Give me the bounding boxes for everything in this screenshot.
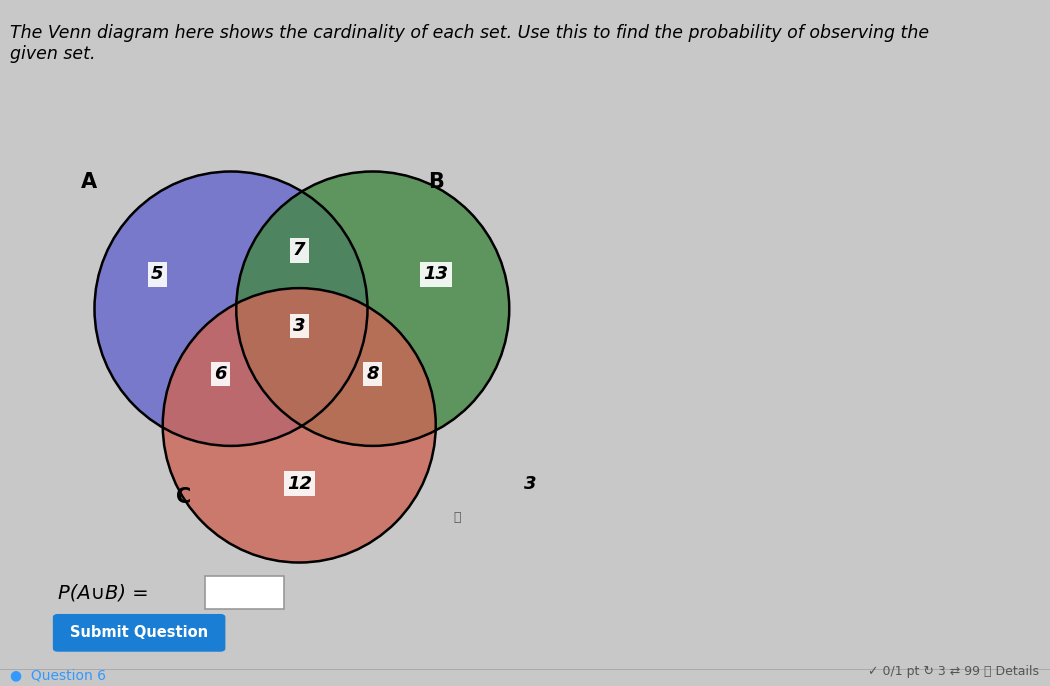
Text: given set.: given set.: [10, 45, 96, 62]
Text: 7: 7: [293, 241, 306, 259]
Ellipse shape: [163, 288, 436, 563]
Text: Submit Question: Submit Question: [70, 626, 208, 640]
Text: 6: 6: [214, 365, 227, 383]
Text: C: C: [176, 487, 191, 508]
Text: 3: 3: [293, 317, 306, 335]
Text: A: A: [81, 172, 98, 192]
Text: 🔍: 🔍: [453, 512, 461, 524]
Ellipse shape: [236, 172, 509, 446]
Ellipse shape: [94, 172, 368, 446]
Text: 5: 5: [151, 265, 164, 283]
Text: ●  Question 6: ● Question 6: [10, 669, 106, 683]
FancyBboxPatch shape: [54, 615, 225, 651]
Text: P(A∪B) =: P(A∪B) =: [58, 584, 154, 603]
Text: 13: 13: [423, 265, 448, 283]
Text: ✓ 0/1 pt ↻ 3 ⇄ 99 ⓘ Details: ✓ 0/1 pt ↻ 3 ⇄ 99 ⓘ Details: [868, 665, 1040, 678]
Text: 12: 12: [287, 475, 312, 493]
Text: 8: 8: [366, 365, 379, 383]
Text: 3: 3: [524, 475, 537, 493]
Text: B: B: [427, 172, 444, 192]
FancyBboxPatch shape: [205, 576, 284, 609]
Text: The Venn diagram here shows the cardinality of each set. Use this to find the pr: The Venn diagram here shows the cardinal…: [10, 24, 929, 42]
